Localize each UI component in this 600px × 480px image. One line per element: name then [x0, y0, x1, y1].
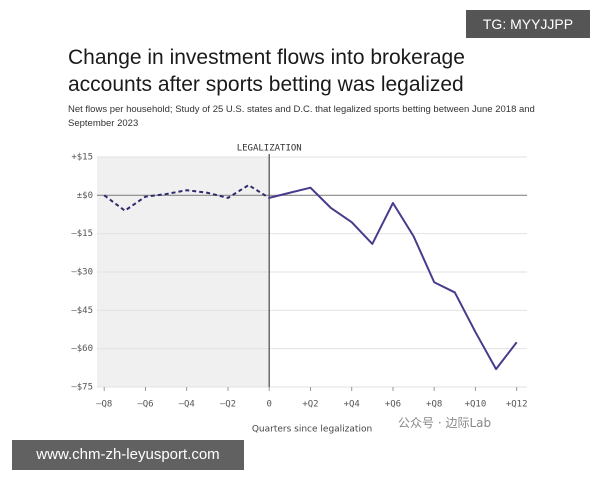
chart-title: Change in investment flows into brokerag…	[68, 46, 465, 96]
x-axis-label: Quarters since legalization	[252, 425, 372, 435]
x-tick-label: +Q12	[506, 400, 528, 410]
series-line	[268, 186, 518, 371]
watermark: 公众号 · 边际Lab	[398, 416, 492, 430]
x-tick-label: +Q2	[302, 400, 318, 410]
series-line	[103, 184, 270, 212]
x-tick-label: +Q8	[426, 400, 442, 410]
x-tick-label: +Q6	[385, 400, 401, 410]
y-tick-label: +$15	[71, 153, 93, 163]
x-tick-label: –Q2	[220, 400, 236, 410]
x-tick-label: –Q4	[179, 400, 195, 410]
annotation: LEGALIZATION	[237, 144, 302, 154]
x-tick-label: –Q8	[96, 400, 112, 410]
y-tick-label: –$30	[71, 268, 93, 278]
overlay-tag: TG: MYYJJPP	[466, 10, 590, 38]
y-tick-label: –$75	[71, 383, 93, 393]
overlay-url: www.chm-zh-leyusport.com	[12, 440, 244, 470]
y-tick-label: ±$0	[77, 191, 93, 201]
x-tick-label: +Q4	[344, 400, 360, 410]
x-tick-label: –Q6	[137, 400, 153, 410]
x-tick-label: 0	[266, 400, 271, 410]
chart-subtitle: Net flows per household; Study of 25 U.S…	[68, 104, 535, 129]
y-tick-label: –$45	[71, 306, 93, 316]
y-tick-label: –$15	[71, 229, 93, 239]
x-tick-label: +Q10	[465, 400, 487, 410]
y-tick-label: –$60	[71, 344, 93, 354]
